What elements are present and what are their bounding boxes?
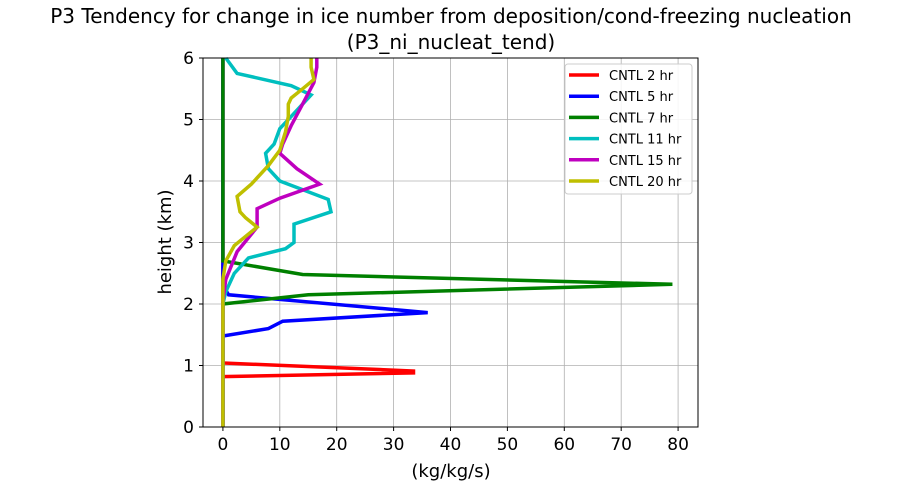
y-axis-label: height (km) xyxy=(155,189,176,294)
x-tick-label: 0 xyxy=(217,435,228,455)
x-ticks: 0 10 20 30 40 50 60 70 80 xyxy=(217,427,689,455)
y-tick-label: 0 xyxy=(183,418,194,438)
legend-label: CNTL 11 hr xyxy=(609,133,682,148)
series-line-5 xyxy=(221,58,324,427)
y-tick-label: 4 xyxy=(183,172,194,192)
legend-label: CNTL 5 hr xyxy=(609,90,674,105)
y-tick-label: 2 xyxy=(183,295,194,315)
legend: CNTL 2 hr CNTL 5 hr CNTL 7 hr CNTL 11 hr CNT… xyxy=(564,63,693,195)
x-tick-label: 30 xyxy=(383,435,405,455)
legend-label: CNTL 15 hr xyxy=(609,154,682,169)
legend-label: CNTL 7 hr xyxy=(609,111,674,126)
x-tick-label: 70 xyxy=(610,435,632,455)
x-tick-label: 20 xyxy=(326,435,348,455)
x-tick-label: 40 xyxy=(440,435,462,455)
y-tick-label: 5 xyxy=(183,111,194,131)
chart-subtitle: (P3_ni_nucleat_tend) xyxy=(347,30,555,54)
y-tick-label: 1 xyxy=(183,357,194,377)
chart-title: P3 Tendency for change in ice number fro… xyxy=(50,4,852,28)
series-layer xyxy=(221,56,673,427)
x-tick-label: 50 xyxy=(497,435,519,455)
y-tick-label: 6 xyxy=(183,49,194,69)
y-tick-label: 3 xyxy=(183,234,194,254)
x-axis-label: (kg/kg/s) xyxy=(411,461,490,482)
legend-label: CNTL 20 hr xyxy=(609,175,682,190)
y-ticks: 0 1 2 3 4 5 6 xyxy=(183,49,203,438)
x-tick-label: 80 xyxy=(667,435,689,455)
x-tick-label: 60 xyxy=(553,435,575,455)
legend-label: CNTL 2 hr xyxy=(609,69,674,84)
series-line-6 xyxy=(221,58,316,427)
x-tick-label: 10 xyxy=(269,435,291,455)
